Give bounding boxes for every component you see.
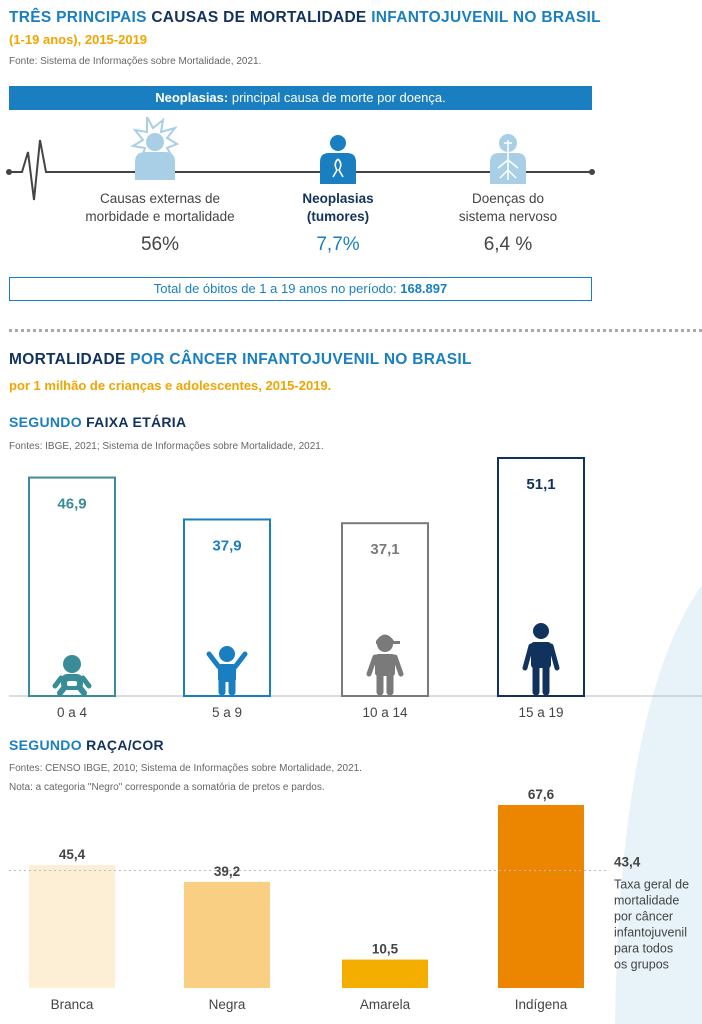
age-value-label: 51,1: [526, 476, 555, 493]
cause-line2: (tumores): [307, 209, 369, 224]
age-category-label: 15 a 19: [518, 705, 563, 720]
cause-line2: sistema nervoso: [459, 209, 557, 224]
adult-icon: [522, 623, 560, 696]
baby-icon: [52, 655, 92, 696]
heading-part: SEGUNDO: [9, 737, 82, 753]
reference-text-line: mortalidade: [614, 894, 679, 908]
teen-cap-icon: [366, 634, 404, 696]
race-chart: 45,4 Branca 39,2 Negra 10,5 Amarela 67,6 Indíge…: [9, 787, 689, 1012]
reference-text-line: para todos: [614, 942, 673, 956]
reference-text-line: por câncer: [614, 910, 673, 924]
race-source: Fontes: CENSO IBGE, 2010; Sistema de Inf…: [9, 763, 362, 774]
cause-pct: 7,7%: [316, 234, 359, 255]
age-heading: SEGUNDO FAIXA ETÁRIA: [9, 414, 186, 430]
person-nervous-system-icon: [490, 134, 526, 184]
race-heading: SEGUNDO RAÇA/COR: [9, 737, 164, 753]
age-category-label: 5 a 9: [212, 705, 242, 720]
neoplasias-banner: Neoplasias: principal causa de morte por…: [9, 86, 592, 110]
race-value-label: 10,5: [372, 942, 399, 957]
section1-title: TRÊS PRINCIPAIS CAUSAS DE MORTALIDADE IN…: [9, 9, 601, 27]
cause-pct: 6,4 %: [484, 234, 533, 255]
age-category-label: 10 a 14: [362, 705, 408, 720]
reference-text-line: Taxa geral de: [614, 878, 689, 892]
section2-subtitle: por 1 milhão de crianças e adolescentes,…: [9, 378, 332, 393]
cause-line1: Neoplasias: [302, 191, 373, 206]
cause-line1: Causas externas de: [100, 191, 220, 206]
section1-subtitle: (1-19 anos), 2015-2019: [9, 32, 148, 47]
person-impact-icon: [130, 116, 180, 180]
race-category-label: Negra: [209, 997, 246, 1012]
section-divider: [9, 329, 702, 332]
age-source: Fontes: IBGE, 2021; Sistema de Informaçõ…: [9, 441, 324, 452]
child-arms-up-icon: [206, 646, 248, 696]
title-part: CAUSAS DE MORTALIDADE: [151, 9, 367, 26]
title-part: MORTALIDADE: [9, 351, 126, 368]
race-bar: [29, 865, 115, 988]
cause-item-externas: Causas externas de morbidade e mortalida…: [85, 191, 234, 255]
race-bar: [342, 959, 428, 988]
banner-bold: Neoplasias:: [155, 90, 229, 105]
total-deaths-box: Total de óbitos de 1 a 19 anos no períod…: [9, 277, 592, 301]
heading-part: SEGUNDO: [9, 414, 82, 430]
cause-item-neoplasias: Neoplasias (tumores) 7,7%: [302, 191, 373, 255]
race-value-label: 67,6: [528, 787, 555, 802]
cause-pct: 56%: [141, 234, 179, 255]
race-value-label: 45,4: [59, 847, 86, 862]
race-bar: [184, 881, 270, 988]
heading-part: RAÇA/COR: [86, 737, 164, 753]
cause-item-nervoso: Doenças do sistema nervoso 6,4 %: [459, 191, 557, 255]
title-part: TRÊS PRINCIPAIS: [9, 9, 147, 26]
heartbeat-line: [9, 139, 592, 201]
banner-text: principal causa de morte por doença.: [228, 90, 446, 105]
race-bar: [498, 805, 584, 988]
title-part: INFANTOJUVENIL NO BRASIL: [371, 9, 601, 26]
title-part: POR CÂNCER INFANTOJUVENIL NO BRASIL: [130, 351, 472, 368]
age-category-label: 0 a 4: [57, 705, 88, 720]
reference-value: 43,4: [614, 855, 641, 870]
age-value-label: 37,9: [212, 537, 241, 554]
cause-line1: Doenças do: [472, 191, 544, 206]
reference-text-line: infantojuvenil: [614, 926, 687, 940]
decorative-arc: [615, 585, 702, 1024]
race-category-label: Indígena: [515, 997, 568, 1012]
age-chart: 46,9 0 a 4 37,9 5 a 9 37,1 10 a 14 51,1 15 a 19: [9, 457, 702, 720]
total-value: 168.897: [400, 281, 448, 296]
age-value-label: 46,9: [57, 496, 86, 513]
section2-title: MORTALIDADE POR CÂNCER INFANTOJUVENIL NO…: [9, 351, 472, 369]
section1-source: Fonte: Sistema de Informações sobre Mort…: [9, 56, 262, 67]
race-category-label: Amarela: [360, 997, 411, 1012]
race-note: Nota: a categoria "Negro" corresponde a …: [9, 782, 325, 793]
person-ribbon-icon: [320, 135, 356, 184]
reference-text-line: os grupos: [614, 958, 669, 972]
heartbeat-start-dot: [6, 169, 12, 175]
heartbeat-end-dot: [589, 169, 595, 175]
cause-line2: morbidade e mortalidade: [85, 209, 234, 224]
age-value-label: 37,1: [370, 541, 399, 558]
race-value-label: 39,2: [214, 864, 240, 879]
heading-part: FAIXA ETÁRIA: [86, 414, 187, 430]
total-text: Total de óbitos de 1 a 19 anos no períod…: [153, 281, 401, 296]
race-category-label: Branca: [51, 997, 94, 1012]
